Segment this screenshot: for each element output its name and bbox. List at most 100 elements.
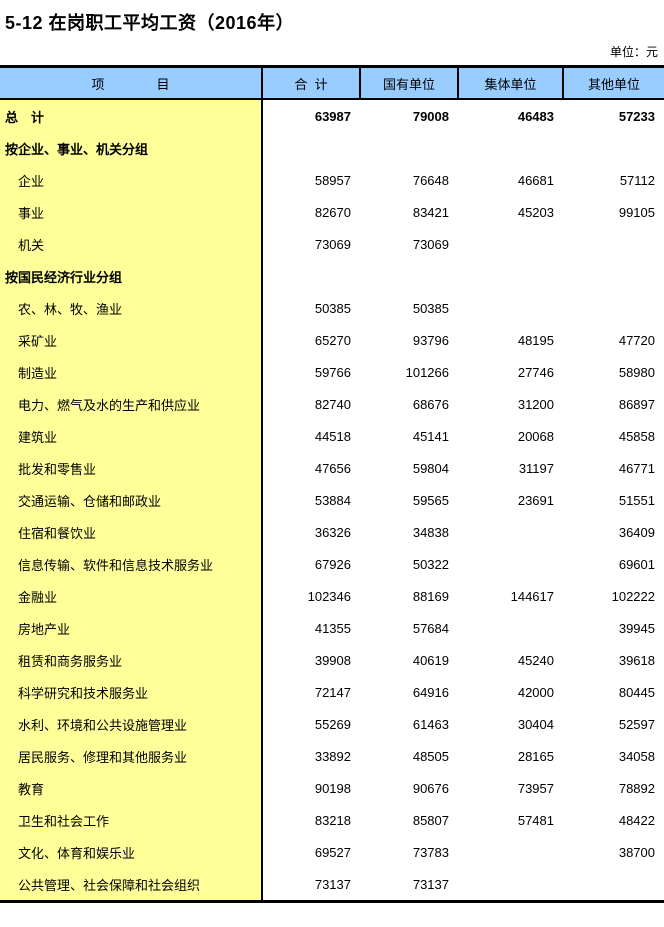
table-row: 房地产业 41355 57684 39945 — [0, 612, 664, 644]
cell-value: 52597 — [563, 708, 664, 740]
cell-value: 80445 — [563, 676, 664, 708]
column-header-item: 项 目 — [0, 66, 262, 100]
cell-value: 73069 — [262, 228, 360, 260]
row-label: 教育 — [0, 772, 263, 804]
cell-value — [458, 228, 563, 260]
cell-value: 58957 — [262, 164, 360, 196]
cell-value: 73069 — [360, 228, 458, 260]
table-row: 总 计 63987 79008 46483 57233 — [0, 99, 664, 132]
table-row: 金融业 102346 88169 144617 102222 — [0, 580, 664, 612]
cell-value: 88169 — [360, 580, 458, 612]
cell-value: 99105 — [563, 196, 664, 228]
column-header-state-owned: 国有单位 — [359, 66, 458, 100]
table-row: 农、林、牧、渔业 50385 50385 — [0, 292, 664, 324]
cell-value: 45203 — [458, 196, 563, 228]
row-label: 信息传输、软件和信息技术服务业 — [0, 548, 263, 580]
table-row: 居民服务、修理和其他服务业 33892 48505 28165 34058 — [0, 740, 664, 772]
row-label: 建筑业 — [0, 420, 263, 452]
cell-value: 86897 — [563, 388, 664, 420]
cell-value: 27746 — [458, 356, 563, 388]
row-label: 制造业 — [0, 356, 263, 388]
cell-value: 83421 — [360, 196, 458, 228]
table-row: 文化、体育和娱乐业 69527 73783 38700 — [0, 836, 664, 868]
cell-value: 59565 — [360, 484, 458, 516]
cell-value: 85807 — [360, 804, 458, 836]
cell-value: 50385 — [360, 292, 458, 324]
cell-value: 41355 — [262, 612, 360, 644]
row-label: 按国民经济行业分组 — [0, 260, 263, 292]
cell-value: 64916 — [360, 676, 458, 708]
table-header-row: 项 目 合 计 国有单位 集体单位 其他单位 — [0, 66, 664, 100]
cell-value: 144617 — [458, 580, 563, 612]
cell-value: 39945 — [563, 612, 664, 644]
row-label: 居民服务、修理和其他服务业 — [0, 740, 263, 772]
cell-value: 55269 — [262, 708, 360, 740]
cell-value: 36409 — [563, 516, 664, 548]
column-header-other: 其他单位 — [562, 66, 664, 100]
cell-value: 83218 — [262, 804, 360, 836]
cell-value — [563, 292, 664, 324]
cell-value: 101266 — [360, 356, 458, 388]
wage-table: 项 目 合 计 国有单位 集体单位 其他单位 总 计 63987 79008 4648… — [0, 65, 664, 903]
cell-value: 50322 — [360, 548, 458, 580]
row-label: 机关 — [0, 228, 263, 260]
cell-value — [360, 132, 458, 164]
row-label: 批发和零售业 — [0, 452, 263, 484]
table-row: 卫生和社会工作 83218 85807 57481 48422 — [0, 804, 664, 836]
cell-value — [262, 260, 360, 292]
cell-value — [458, 516, 563, 548]
cell-value — [458, 836, 563, 868]
cell-value: 42000 — [458, 676, 563, 708]
cell-value: 28165 — [458, 740, 563, 772]
cell-value: 30404 — [458, 708, 563, 740]
table-row: 信息传输、软件和信息技术服务业 67926 50322 69601 — [0, 548, 664, 580]
table-row: 水利、环境和公共设施管理业 55269 61463 30404 52597 — [0, 708, 664, 740]
cell-value: 46483 — [458, 99, 563, 132]
cell-value: 76648 — [360, 164, 458, 196]
table-row: 科学研究和技术服务业 72147 64916 42000 80445 — [0, 676, 664, 708]
cell-value: 50385 — [262, 292, 360, 324]
table-row: 批发和零售业 47656 59804 31197 46771 — [0, 452, 664, 484]
cell-value: 48422 — [563, 804, 664, 836]
table-row: 电力、燃气及水的生产和供应业 82740 68676 31200 86897 — [0, 388, 664, 420]
cell-value: 38700 — [563, 836, 664, 868]
cell-value: 57684 — [360, 612, 458, 644]
column-header-collective: 集体单位 — [457, 66, 563, 100]
unit-label: 单位：元 — [609, 45, 658, 59]
cell-value: 102222 — [563, 580, 664, 612]
cell-value: 69527 — [262, 836, 360, 868]
table-row: 制造业 59766 101266 27746 58980 — [0, 356, 664, 388]
cell-value: 65270 — [262, 324, 360, 356]
cell-value: 47656 — [262, 452, 360, 484]
cell-value: 78892 — [563, 772, 664, 804]
table-row: 采矿业 65270 93796 48195 47720 — [0, 324, 664, 356]
cell-value: 45858 — [563, 420, 664, 452]
cell-value: 73137 — [262, 868, 360, 902]
cell-value — [563, 868, 664, 902]
table-row: 租赁和商务服务业 39908 40619 45240 39618 — [0, 644, 664, 676]
cell-value: 57112 — [563, 164, 664, 196]
cell-value: 61463 — [360, 708, 458, 740]
cell-value: 46681 — [458, 164, 563, 196]
table-row: 建筑业 44518 45141 20068 45858 — [0, 420, 664, 452]
cell-value — [563, 260, 664, 292]
row-label: 科学研究和技术服务业 — [0, 676, 263, 708]
row-label: 水利、环境和公共设施管理业 — [0, 708, 263, 740]
table-row: 按企业、事业、机关分组 — [0, 132, 664, 164]
row-label: 采矿业 — [0, 324, 263, 356]
cell-value — [563, 228, 664, 260]
cell-value: 40619 — [360, 644, 458, 676]
cell-value: 73783 — [360, 836, 458, 868]
cell-value: 73957 — [458, 772, 563, 804]
row-label: 事业 — [0, 196, 263, 228]
cell-value: 46771 — [563, 452, 664, 484]
table-row: 按国民经济行业分组 — [0, 260, 664, 292]
cell-value — [458, 132, 563, 164]
cell-value: 68676 — [360, 388, 458, 420]
cell-value: 90198 — [262, 772, 360, 804]
row-label: 房地产业 — [0, 612, 263, 644]
table-row: 教育 90198 90676 73957 78892 — [0, 772, 664, 804]
row-label: 电力、燃气及水的生产和供应业 — [0, 388, 263, 420]
cell-value: 79008 — [360, 99, 458, 132]
